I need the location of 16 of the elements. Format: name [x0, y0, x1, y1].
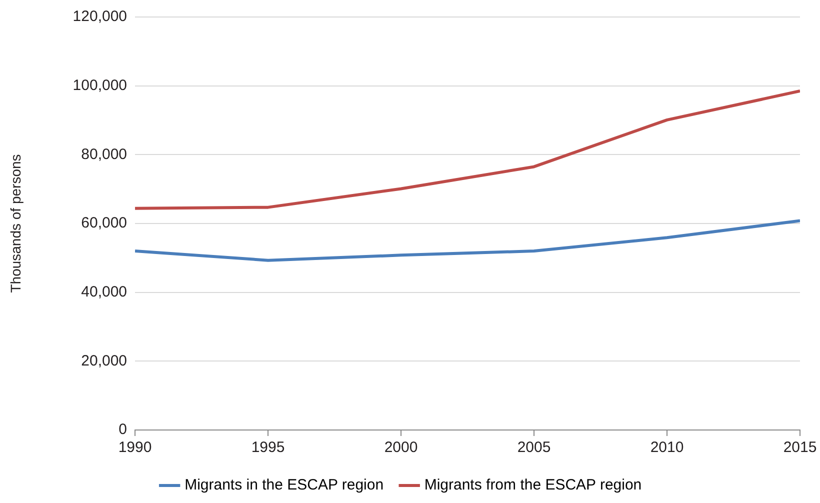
x-tick-label: 2005 [517, 439, 551, 456]
y-tick-label: 60,000 [81, 214, 128, 232]
legend-label: Migrants from the ESCAP region [424, 476, 642, 494]
y-axis-title: Thousands of persons [7, 154, 24, 293]
x-tick-label: 2010 [650, 439, 684, 456]
x-tick-label: 2015 [783, 439, 817, 456]
x-tick-label: 2000 [384, 439, 418, 456]
x-tick-label: 1990 [118, 439, 152, 456]
y-tick-label: 40,000 [81, 283, 128, 300]
y-tick-label: 0 [118, 421, 128, 438]
y-tick-label: 100,000 [72, 76, 128, 94]
y-tick-label: 20,000 [81, 352, 128, 370]
legend-label: Migrants in the ESCAP region [184, 476, 384, 494]
y-tick-label: 80,000 [81, 146, 128, 163]
x-tick-label: 1995 [251, 439, 285, 456]
y-tick-label: 120,000 [72, 8, 128, 26]
